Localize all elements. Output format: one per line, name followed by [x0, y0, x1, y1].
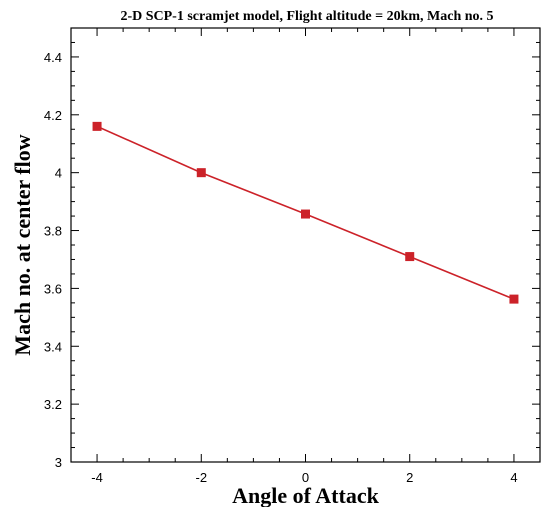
data-point-marker: [301, 209, 310, 219]
y-tick-label: 3: [55, 455, 62, 470]
y-tick-label: 4.2: [44, 108, 62, 123]
y-axis-label: Mach no. at center flow: [10, 134, 35, 355]
data-point-marker: [405, 252, 415, 262]
x-tick-label: 4: [510, 470, 517, 485]
chart-title: 2-D SCP-1 scramjet model, Flight altitud…: [120, 9, 493, 24]
x-axis: -4 -2 0 2 4: [70, 28, 541, 485]
data-point-marker: [509, 294, 519, 304]
series-layer: [92, 121, 519, 304]
x-tick-label: -2: [195, 470, 207, 485]
y-tick-label: 4.4: [44, 50, 62, 65]
data-point-marker: [196, 168, 206, 178]
x-tick-label: 0: [302, 470, 309, 485]
y-tick-label: 3.8: [44, 224, 62, 239]
y-tick-label: 3.4: [44, 339, 62, 354]
y-tick-label: 3.6: [44, 281, 62, 296]
plot-frame: [70, 27, 541, 463]
x-tick-label: 2: [406, 470, 413, 485]
data-point-marker: [92, 121, 102, 131]
x-tick-label: -4: [91, 470, 103, 485]
y-axis: 3 3.2 3.4 3.6 3.8 4 4.2 4.4: [44, 27, 540, 470]
x-axis-label: Angle of Attack: [232, 483, 379, 507]
y-tick-label: 4: [55, 166, 62, 181]
y-tick-label: 3.2: [44, 397, 62, 412]
